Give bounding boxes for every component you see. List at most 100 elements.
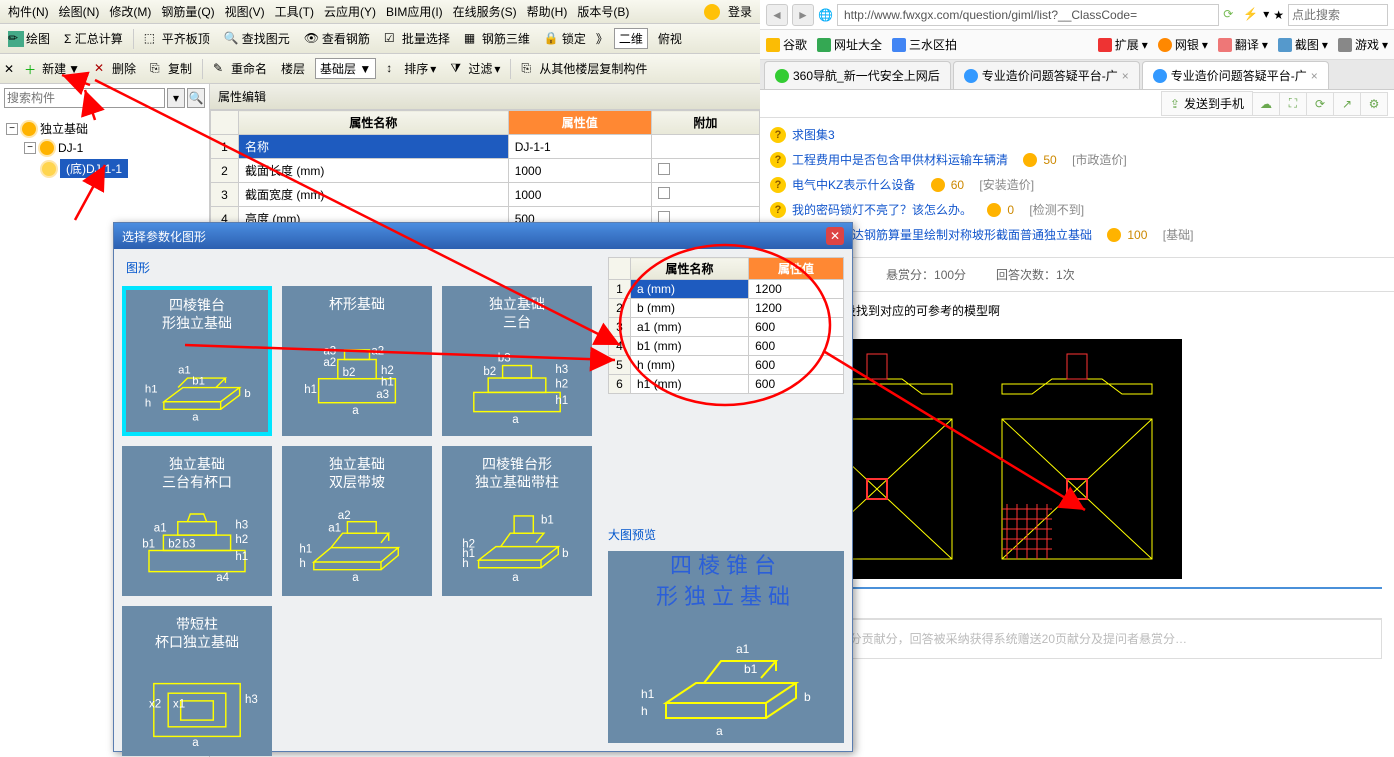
- qa-item[interactable]: ?怎么在广联达钢筋算量里绘制对称坡形截面普通独立基础 100 [基础]: [760, 222, 1394, 247]
- url-input[interactable]: [837, 4, 1219, 26]
- flash-icon[interactable]: ⚡: [1243, 7, 1259, 23]
- param-row[interactable]: 4b1 (mm)600: [609, 337, 844, 356]
- tab-1[interactable]: 专业造价问题答疑平台-广×: [953, 61, 1140, 89]
- view-rebar-btn[interactable]: 👁查看钢筋: [300, 28, 374, 49]
- svg-text:b1: b1: [142, 539, 155, 551]
- rebar3d-btn[interactable]: ▦钢筋三维: [460, 28, 534, 49]
- shape-card-3[interactable]: 独立基础三台有杯口 a1b1b2b3h3h2h1a4: [122, 446, 272, 596]
- question-text: 在哪定义，我没找到对应的可参考的模型啊: [760, 292, 1394, 333]
- shape-card-1[interactable]: 杯形基础 a3a2a2b2h2h1h1a3a: [282, 286, 432, 436]
- new-btn[interactable]: ＋新建 ▼: [20, 58, 84, 79]
- copy-btn[interactable]: ⎘复制: [146, 58, 196, 79]
- filter-btn[interactable]: ⧩过滤 ▾: [446, 58, 504, 79]
- svg-text:b3: b3: [498, 353, 511, 365]
- fav-google[interactable]: 谷歌: [766, 36, 807, 53]
- fav-translate[interactable]: 翻译 ▾: [1218, 36, 1268, 53]
- param-row[interactable]: 2b (mm)1200: [609, 299, 844, 318]
- menu-version[interactable]: 版本号(B): [573, 1, 633, 22]
- table-row[interactable]: 1名称DJ-1-1: [211, 135, 760, 159]
- menu-bim[interactable]: BIM应用(I): [382, 1, 447, 22]
- fav-bank[interactable]: 网银 ▾: [1158, 36, 1208, 53]
- delete-btn[interactable]: ✕删除: [90, 58, 140, 79]
- shape-card-4[interactable]: 独立基础双层带坡 a2a1h1ha: [282, 446, 432, 596]
- layer-select[interactable]: 基础层 ▼: [315, 58, 376, 79]
- fav-sanshui[interactable]: 三水区拍: [892, 36, 957, 53]
- table-row[interactable]: 3截面宽度 (mm)1000: [211, 183, 760, 207]
- layer-label: 楼层: [277, 58, 309, 79]
- tab-2[interactable]: 专业造价问题答疑平台-广×: [1142, 61, 1329, 89]
- param-row[interactable]: 6h1 (mm)600: [609, 375, 844, 394]
- shape-card-0[interactable]: 四棱锥台形独立基础 h1ha1b1ab: [122, 286, 272, 436]
- tree-leaf[interactable]: (底)DJ-1-1: [42, 157, 203, 180]
- menu-help[interactable]: 帮助(H): [523, 1, 572, 22]
- qa-item[interactable]: ?我的密码锁灯不亮了？该怎么办。 0 [检测不到]: [760, 197, 1394, 222]
- dialog-close-btn[interactable]: ✕: [826, 227, 844, 245]
- menu-draw[interactable]: 绘图(N): [55, 1, 104, 22]
- top-view-btn[interactable]: 俯视: [654, 28, 686, 49]
- qa-item[interactable]: ?求图集3: [760, 122, 1394, 147]
- qa-item[interactable]: ?工程费用中是否包含甲供材料运输车辆清 50 [市政造价]: [760, 147, 1394, 172]
- param-row[interactable]: 1a (mm)1200: [609, 280, 844, 299]
- user-icon: [704, 4, 720, 20]
- shape-card-6[interactable]: 带短柱杯口独立基础 x2x1h3a: [122, 606, 272, 756]
- cloud-icon[interactable]: ☁: [1252, 92, 1280, 116]
- svg-text:a1: a1: [154, 523, 167, 535]
- fav-sites[interactable]: 网址大全: [817, 36, 882, 53]
- menu-modify[interactable]: 修改(M): [105, 1, 155, 22]
- browser-search-input[interactable]: [1288, 4, 1388, 26]
- tab-close-icon[interactable]: ×: [1122, 69, 1129, 83]
- tab-close-icon[interactable]: ×: [1311, 69, 1318, 83]
- copy-from-btn[interactable]: ⎘从其他楼层复制构件: [517, 58, 651, 79]
- param-row[interactable]: 3a1 (mm)600: [609, 318, 844, 337]
- draw-btn[interactable]: ✏绘图: [4, 28, 54, 49]
- batch-btn[interactable]: ☑批量选择: [380, 28, 454, 49]
- dropdown-icon[interactable]: ▾: [1263, 7, 1269, 23]
- tree-child[interactable]: −DJ-1: [24, 139, 203, 157]
- page-toolbar: ⇪发送到手机 ☁ ⛶ ⟳ ↗ ⚙: [760, 90, 1394, 118]
- fwd-btn[interactable]: ►: [792, 4, 814, 26]
- tab-0[interactable]: 360导航_新一代安全上网后: [764, 61, 951, 89]
- preview-box: 四棱锥台形独立基础 a1b1h1hab: [608, 551, 844, 743]
- sum-btn[interactable]: Σ 汇总计算: [60, 28, 127, 49]
- svg-text:h2: h2: [381, 365, 394, 377]
- compat-icon[interactable]: ⟳: [1223, 7, 1239, 23]
- fav-game[interactable]: 游戏 ▾: [1338, 36, 1388, 53]
- share-icon[interactable]: ↗: [1333, 92, 1361, 116]
- insert-image-btn[interactable]: 🖼插入图片: [772, 589, 1382, 619]
- menu-cloud[interactable]: 云应用(Y): [320, 1, 380, 22]
- login-link[interactable]: 登录: [724, 1, 756, 22]
- find-btn[interactable]: 🔍查找图元: [220, 28, 294, 49]
- shape-card-5[interactable]: 四棱锥台形独立基础带柱 b1h2h1hba: [442, 446, 592, 596]
- menu-view[interactable]: 视图(V): [221, 1, 269, 22]
- refresh-icon[interactable]: ⟳: [1306, 92, 1334, 116]
- back-btn[interactable]: ◄: [766, 4, 788, 26]
- menu-tool[interactable]: 工具(T): [271, 1, 318, 22]
- table-row[interactable]: 2截面长度 (mm)1000: [211, 159, 760, 183]
- fav-screenshot[interactable]: 截图 ▾: [1278, 36, 1328, 53]
- shape-title: 四棱锥台形独立基础带柱: [471, 449, 563, 493]
- lock-btn[interactable]: 🔒锁定: [540, 28, 590, 49]
- sort-btn[interactable]: ↕排序 ▾: [382, 58, 440, 79]
- menu-component[interactable]: 构件(N): [4, 1, 53, 22]
- search-expand-btn[interactable]: ▾: [167, 88, 185, 108]
- fav-ext[interactable]: 扩展 ▾: [1098, 36, 1148, 53]
- shape-card-2[interactable]: 独立基础三台 b3b2h3h2h1a: [442, 286, 592, 436]
- view-mode-select[interactable]: 二维: [614, 28, 648, 49]
- gear-icon[interactable]: ⚙: [1360, 92, 1388, 116]
- align-btn[interactable]: ⬚平齐板顶: [140, 28, 214, 49]
- menu-rebar[interactable]: 钢筋量(Q): [157, 1, 218, 22]
- qa-item[interactable]: ?电气中KZ表示什么设备 60 [安装造价]: [760, 172, 1394, 197]
- search-input[interactable]: [4, 88, 165, 108]
- chevron-right-icon[interactable]: 》: [596, 30, 608, 47]
- close-panel-icon[interactable]: ✕: [4, 62, 14, 76]
- tree-root[interactable]: −独立基础: [6, 118, 203, 139]
- menu-online[interactable]: 在线服务(S): [449, 1, 521, 22]
- send-phone-btn[interactable]: ⇪发送到手机: [1161, 91, 1253, 116]
- answer-textarea[interactable]: 回答即可得2分贡献分，回答被采纳获得系统赠送20页献分及提问者悬赏分…: [772, 619, 1382, 659]
- toolbar-row1: ✏绘图 Σ 汇总计算 ⬚平齐板顶 🔍查找图元 👁查看钢筋 ☑批量选择 ▦钢筋三维…: [0, 24, 760, 54]
- rename-btn[interactable]: ✎重命名: [209, 58, 271, 79]
- dialog-title: 选择参数化图形: [122, 228, 206, 245]
- param-row[interactable]: 5h (mm)600: [609, 356, 844, 375]
- search-go-btn[interactable]: 🔍: [187, 88, 205, 108]
- expand-icon[interactable]: ⛶: [1279, 92, 1307, 116]
